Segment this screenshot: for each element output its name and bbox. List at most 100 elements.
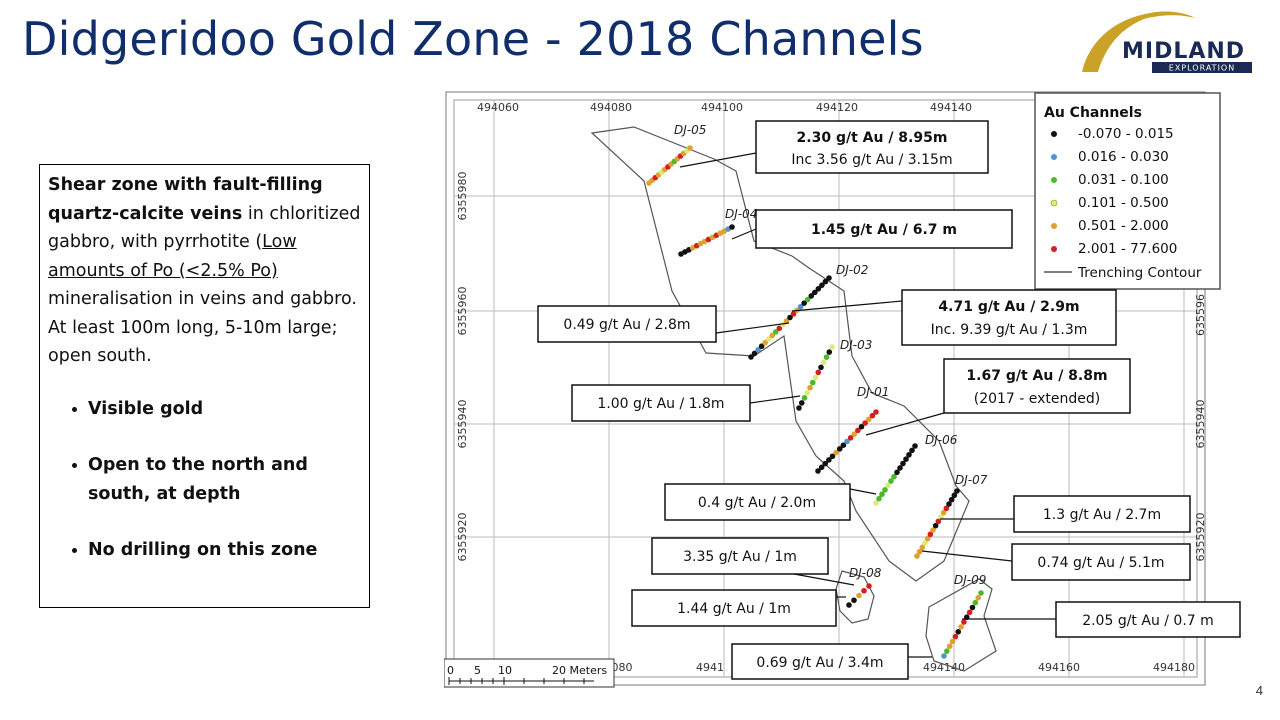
channel-sample-dj01	[829, 453, 836, 460]
channel-sample-dj01	[833, 449, 839, 456]
channel-labels: DJ-05 DJ-04 DJ-02 DJ-03 DJ-01 DJ-06 DJ-0…	[674, 123, 988, 587]
channel-sample-dj07	[914, 553, 920, 559]
channel-sample-dj06	[909, 447, 915, 454]
channel-sample-dj02	[819, 282, 825, 288]
channel-sample-dj01	[815, 468, 821, 474]
channel-sample-dj01	[873, 409, 879, 415]
y-tick-label: 6355980	[456, 172, 469, 221]
channel-sample-dj02	[804, 296, 811, 303]
channel-sample-dj08	[856, 592, 862, 599]
x-tick-labels-bottom: 080 4941 494140 494160 494180	[612, 661, 1196, 674]
channel-sample-dj01	[826, 457, 832, 463]
channel-sample-dj09	[944, 648, 950, 654]
channel-sample-dj03	[820, 359, 827, 366]
channel-sample-dj01	[865, 416, 872, 423]
channel-sample-dj07	[943, 505, 950, 512]
channel-sample-dj01	[847, 435, 854, 441]
legend-item-label: 2.001 - 77.600	[1078, 241, 1177, 257]
scale-bar-label: 10	[498, 664, 512, 677]
callout-dj09-b: 0.69 g/t Au / 3.4m	[756, 655, 883, 671]
channel-sample-dj09	[978, 590, 984, 596]
channel-map: 494060 494080 494100 494120 494140 080 4…	[444, 91, 1241, 688]
channel-sample-dj01	[822, 460, 829, 467]
y-tick-label: 6355940	[456, 400, 469, 449]
channel-sample-dj02	[762, 339, 768, 346]
channel-sample-dj09	[946, 643, 953, 650]
channel-sample-dj02	[765, 336, 772, 342]
channel-sample-dj02	[783, 318, 790, 324]
channel-sample-dj06	[879, 491, 885, 498]
channel-sample-dj09	[972, 599, 979, 606]
channel-label-dj08: DJ-08	[849, 566, 882, 580]
channel-sample-dj03	[807, 384, 813, 391]
description-bold-lead: Shear zone with fault-filling quartz-cal…	[48, 175, 323, 224]
callout-dj07-a: 1.3 g/t Au / 2.7m	[1043, 507, 1161, 523]
channel-sample-dj02	[758, 343, 765, 350]
channel-sample-dj07	[951, 492, 958, 499]
channel-label-dj07: DJ-07	[955, 473, 988, 487]
channel-samples	[646, 145, 984, 659]
channel-sample-dj06	[897, 465, 903, 471]
legend-item-label: 0.101 - 0.500	[1078, 195, 1169, 211]
x-tick-label: 494100	[701, 101, 743, 114]
channel-sample-dj06	[876, 495, 882, 502]
channel-sample-dj07	[948, 496, 955, 503]
logo-swoosh-icon	[1082, 11, 1172, 72]
scale-bar-label: 0	[447, 664, 454, 677]
channel-sample-dj02	[751, 350, 758, 357]
channel-sample-dj06	[885, 482, 891, 489]
page-number: 4	[1255, 683, 1263, 698]
channel-sample-dj02	[748, 354, 754, 360]
channel-sample-dj03	[815, 369, 822, 376]
channel-sample-dj02	[790, 311, 797, 317]
callout-dj02-left: 0.49 g/t Au / 2.8m	[563, 317, 690, 333]
channel-sample-dj06	[873, 500, 879, 506]
channel-sample-dj03	[818, 364, 824, 371]
channel-sample-dj09	[941, 653, 947, 659]
callout-dj09-a: 2.05 g/t Au / 0.7 m	[1082, 613, 1214, 629]
channel-sample-dj01	[851, 431, 858, 437]
bullet-item: Visible gold	[88, 395, 361, 424]
y-tick-labels-right: 635596 6355940 6355920	[1194, 294, 1207, 562]
channel-sample-dj06	[894, 469, 900, 476]
callout-dj02-right-line2: Inc. 9.39 g/t Au / 1.3m	[931, 322, 1088, 338]
channel-sample-dj02	[822, 278, 829, 285]
y-tick-label: 6355920	[1194, 513, 1207, 562]
x-tick-label: 494060	[477, 101, 519, 114]
channel-sample-dj09	[966, 609, 973, 616]
channel-sample-dj07	[946, 501, 952, 507]
channel-sample-dj07	[916, 548, 923, 555]
x-tick-label: 494120	[816, 101, 858, 114]
channel-sample-dj02	[797, 303, 804, 310]
channel-label-dj03: DJ-03	[840, 338, 872, 352]
channel-sample-dj01	[818, 464, 825, 471]
y-tick-label: 6355960	[456, 287, 469, 336]
callout-dj05-line1: 2.30 g/t Au / 8.95m	[797, 130, 948, 146]
channel-sample-dj01	[855, 427, 861, 434]
channel-sample-dj01	[862, 420, 868, 426]
logo-brand-text: MIDLAND	[1122, 39, 1245, 64]
callouts: 2.30 g/t Au / 8.95m Inc 3.56 g/t Au / 3.…	[537, 120, 1241, 680]
channel-sample-dj08	[866, 583, 872, 589]
channel-sample-dj07	[919, 544, 926, 551]
channel-sample-dj02	[812, 289, 818, 296]
channel-label-dj01: DJ-01	[857, 385, 889, 399]
channel-sample-dj06	[900, 460, 906, 467]
callout-dj08-b: 1.44 g/t Au / 1m	[677, 601, 791, 617]
channel-sample-dj02	[787, 314, 793, 321]
channel-sample-dj02	[755, 347, 761, 353]
x-tick-label: 080	[612, 661, 633, 674]
channel-sample-dj06	[906, 451, 912, 458]
x-tick-label: 4941	[696, 661, 724, 674]
channel-sample-dj09	[961, 619, 967, 625]
channel-label-dj04: DJ-04	[725, 207, 757, 221]
channel-sample-dj09	[952, 633, 959, 640]
channel-label-dj02: DJ-02	[836, 263, 868, 277]
channel-sample-dj02	[773, 329, 779, 335]
channel-sample-dj01	[836, 446, 843, 452]
description-box: Shear zone with fault-filling quartz-cal…	[39, 164, 370, 608]
channel-sample-dj06	[891, 473, 897, 480]
channel-sample-dj02	[776, 325, 783, 332]
channel-sample-dj09	[955, 628, 962, 635]
channel-sample-dj08	[861, 587, 867, 594]
